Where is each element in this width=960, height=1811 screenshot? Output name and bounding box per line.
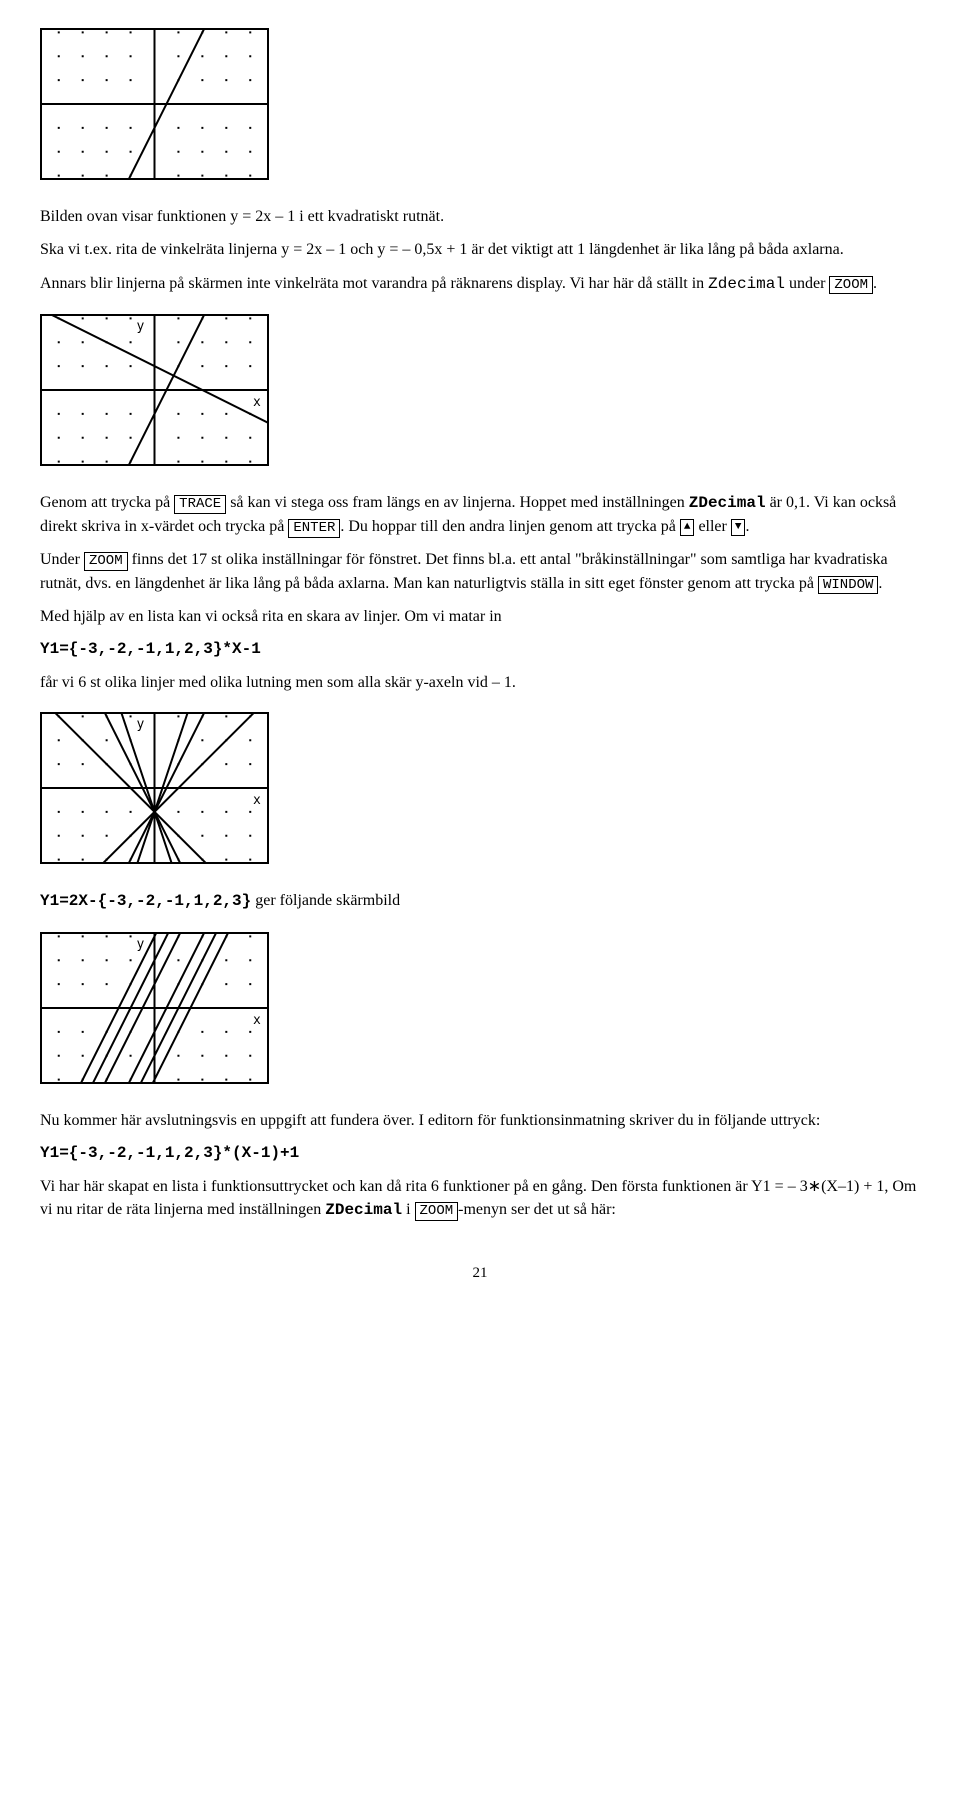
zdecimal-code: Zdecimal [708, 275, 785, 293]
svg-text:x: x [253, 793, 261, 808]
zdecimal-bold: ZDecimal [689, 494, 766, 512]
window-key: WINDOW [818, 576, 878, 595]
svg-text:x: x [253, 1013, 261, 1028]
up-arrow-key: ▲ [680, 519, 695, 535]
para-7: får vi 6 st olika linjer med olika lutni… [40, 671, 920, 694]
para-5: Under ZOOM finns det 17 st olika inställ… [40, 548, 920, 594]
para-3a-text: Annars blir linjerna på skärmen inte vin… [40, 275, 708, 292]
zdecimal-2: ZDecimal [325, 1201, 402, 1219]
para-4: Genom att trycka på TRACE så kan vi steg… [40, 491, 920, 538]
para-8b-text: ger följande skärmbild [251, 892, 400, 909]
para-1: Bilden ovan visar funktionen y = 2x – 1 … [40, 205, 920, 228]
code-block-3: Y1={-3,-2,-1,1,2,3}*(X-1)+1 [40, 1142, 920, 1165]
enter-key: ENTER [288, 519, 340, 538]
para-8: Y1=2X-{-3,-2,-1,1,2,3} ger följande skär… [40, 889, 920, 913]
svg-text:x: x [253, 395, 261, 410]
para-9: Nu kommer här avslutningsvis en uppgift … [40, 1109, 920, 1132]
trace-key: TRACE [174, 495, 226, 514]
para-10b-text: i [402, 1201, 414, 1218]
svg-text:y: y [137, 717, 145, 732]
para-4d-text: . Du hoppar till den andra linjen genom … [340, 518, 679, 535]
graph-1 [40, 28, 269, 180]
down-arrow-key: ▼ [731, 519, 746, 535]
svg-text:y: y [137, 937, 145, 952]
graph-3: yx [40, 712, 269, 864]
para-6: Med hjälp av en lista kan vi också rita … [40, 605, 920, 628]
zoom-key-2: ZOOM [84, 552, 128, 571]
zoom-key-3: ZOOM [415, 1202, 459, 1221]
graph-2: yx [40, 314, 269, 466]
para-4e-text: eller [694, 518, 730, 535]
code-2: Y1=2X-{-3,-2,-1,1,2,3} [40, 892, 251, 910]
para-5a-text: Under [40, 551, 84, 568]
code-block-1: Y1={-3,-2,-1,1,2,3}*X-1 [40, 638, 920, 661]
para-5b-text: finns det 17 st olika inställningar för … [40, 551, 888, 591]
para-4b-text: så kan vi stega oss fram längs en av lin… [226, 494, 689, 511]
graph-4: yx [40, 932, 269, 1084]
para-10c-text: -menyn ser det ut så här: [458, 1201, 616, 1218]
svg-text:y: y [137, 319, 145, 334]
para-2: Ska vi t.ex. rita de vinkelräta linjerna… [40, 238, 920, 261]
para-3: Annars blir linjerna på skärmen inte vin… [40, 272, 920, 296]
para-10: Vi har här skapat en lista i funktionsut… [40, 1175, 920, 1222]
page-number: 21 [40, 1263, 920, 1285]
para-3b-text: under [785, 275, 829, 292]
para-4a-text: Genom att trycka på [40, 494, 174, 511]
zoom-key: ZOOM [829, 276, 873, 295]
